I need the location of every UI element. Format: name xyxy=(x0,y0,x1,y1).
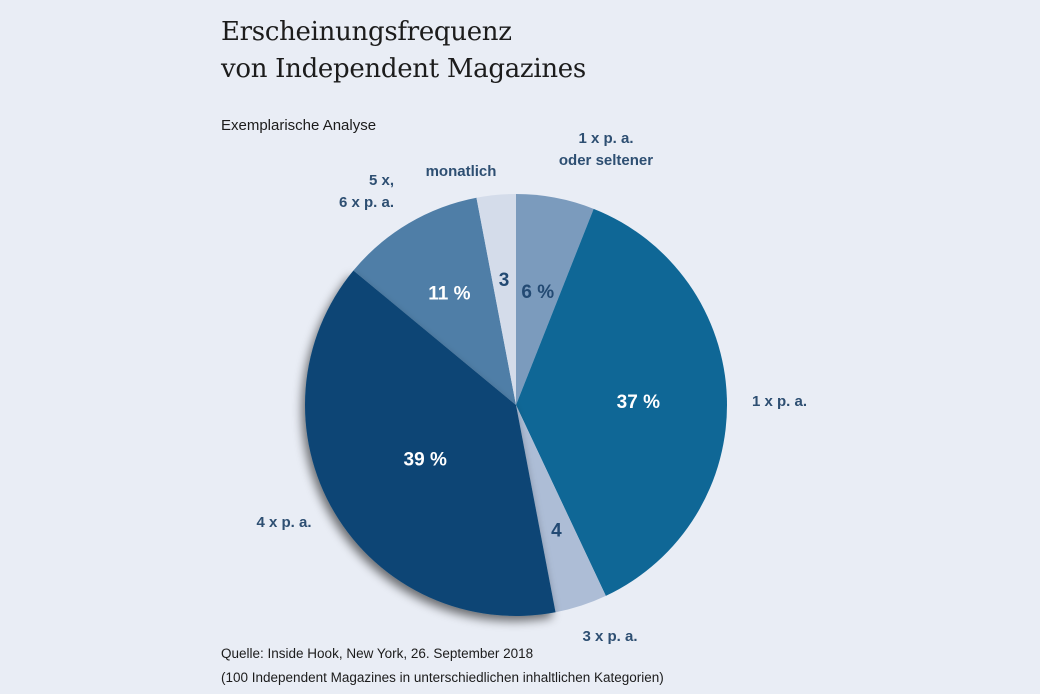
slice-category-label: 1 x p. a. xyxy=(752,393,807,410)
pie-slice-4 xyxy=(304,270,556,616)
slice-value-label: 4 xyxy=(551,520,562,541)
slice-value-label: 3 xyxy=(499,270,510,291)
pie-slice-2 xyxy=(516,208,728,596)
slice-value-label: 37 % xyxy=(617,392,660,413)
pie-slices xyxy=(304,194,728,616)
pie-slice-3 xyxy=(516,405,606,613)
chart-title-line-2: von Independent Magazines xyxy=(221,54,586,84)
slice-value-label: 6 % xyxy=(521,282,554,303)
source-line-1: Quelle: Inside Hook, New York, 26. Septe… xyxy=(221,646,534,661)
slice-category-label: 3 x p. a. xyxy=(582,628,637,645)
slice-value-label: 39 % xyxy=(404,450,447,471)
slice-category-label: 6 x p. a. xyxy=(339,194,394,211)
chart-title-line-1: Erscheinungsfrequenz xyxy=(221,17,512,47)
source-line-2: (100 Independent Magazines in unterschie… xyxy=(221,670,664,685)
pie-slice-6 xyxy=(476,194,516,405)
slice-value-label: 11 % xyxy=(428,283,470,304)
chart-subtitle: Exemplarische Analyse xyxy=(221,117,377,134)
source-note: Quelle: Inside Hook, New York, 26. Septe… xyxy=(221,642,664,690)
pie-slice-1 xyxy=(516,194,594,405)
slice-category-label: 5 x, xyxy=(369,172,394,189)
pie-labels: 6 % 1 x p. a. oder seltener 37 % 1 x p. a. 4 3… xyxy=(256,130,807,645)
chart-title: Erscheinungsfrequenz von Independent Mag… xyxy=(221,14,586,88)
slice-category-label: 4 x p. a. xyxy=(256,514,311,531)
slice-category-label: monatlich xyxy=(426,163,497,180)
slice-category-label: 1 x p. a. xyxy=(578,130,633,147)
pie-slice-5 xyxy=(353,197,516,405)
slice-category-label: oder seltener xyxy=(559,152,653,169)
